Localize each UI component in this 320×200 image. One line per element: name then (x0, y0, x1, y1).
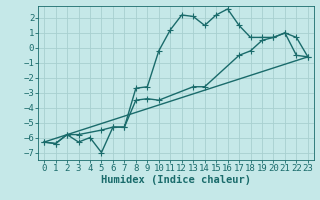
X-axis label: Humidex (Indice chaleur): Humidex (Indice chaleur) (101, 175, 251, 185)
